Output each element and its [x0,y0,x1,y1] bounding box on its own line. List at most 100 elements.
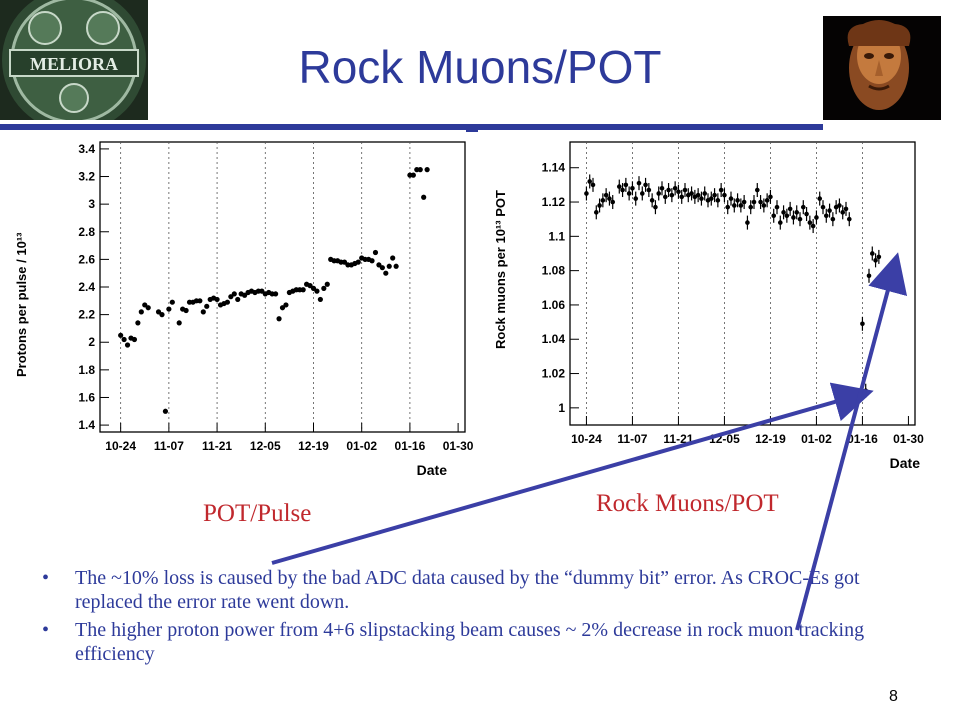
data-marker [689,191,694,196]
data-marker [695,192,701,198]
y-tick-label: 1.02 [542,367,566,381]
caption-rock-muons-pot: Rock Muons/POT [596,490,779,517]
data-marker [169,299,175,305]
data-marker [214,296,220,303]
data-point [424,167,430,173]
data-point [682,183,688,198]
data-marker [616,184,622,189]
data-point [610,195,616,210]
data-marker [145,305,151,311]
data-point [597,198,602,213]
data-marker [597,203,602,208]
data-marker [131,336,138,343]
data-marker [781,210,786,215]
data-point [810,219,816,234]
data-marker [603,192,609,198]
caption-pot-pulse: POT/Pulse [203,500,312,527]
data-marker [659,186,665,191]
data-marker [699,196,704,201]
data-marker [231,291,237,297]
x-tick-label: 01-16 [395,439,426,453]
x-tick-label: 12-19 [298,439,329,453]
data-point [630,181,635,196]
data-marker [738,203,744,208]
data-point [728,191,734,206]
data-marker [121,336,127,343]
data-point [169,299,175,305]
data-marker [200,309,206,315]
x-axis-label: Date [890,455,921,471]
plot-frame [99,141,466,433]
data-marker [379,265,385,271]
data-point [702,186,708,201]
data-point [197,298,203,304]
data-point [383,270,389,276]
data-marker [804,211,809,217]
data-marker [725,204,731,210]
data-point [840,205,846,220]
data-point [204,303,210,309]
data-marker [176,320,182,326]
x-tick-label: 01-30 [443,439,474,453]
data-marker [162,408,169,414]
data-marker [623,182,629,188]
slide-title: Rock Muons/POT [298,41,662,93]
data-marker [768,194,773,200]
data-marker [643,182,648,188]
x-tick-label: 12-05 [250,439,281,453]
data-marker [715,198,721,203]
data-marker [876,254,882,260]
data-marker [590,182,596,188]
y-tick-label: 3 [88,197,95,211]
data-marker [741,199,747,205]
data-point [587,174,593,189]
bullet-item: • The ~10% loss is caused by the bad ADC … [42,566,902,614]
data-point [787,201,793,216]
data-marker [784,213,790,219]
data-point [421,194,427,200]
data-marker [424,167,430,173]
data-point [712,188,717,203]
y-tick-label: 1.04 [542,332,566,346]
data-marker [764,198,770,203]
data-marker [273,291,279,297]
data-marker [860,321,865,327]
data-point [846,212,852,227]
data-marker [138,309,144,315]
data-marker [607,196,612,201]
data-point [145,305,151,311]
data-marker [593,210,599,215]
data-marker [393,263,399,269]
data-point [771,208,777,223]
data-marker [751,199,757,205]
data-point [764,193,770,208]
rock-muons-per-pot-chart: 1 1.02 1.04 1.06 1.08 1.1 1.12 1.14 10-24 11-07 1… [493,141,924,471]
data-point [843,201,849,216]
data-marker [722,192,727,198]
data-marker [679,194,685,200]
data-marker [810,223,816,229]
data-point [593,205,599,220]
data-marker [314,288,320,294]
y-tick-label: 1.14 [542,161,566,175]
data-marker [118,332,124,338]
data-marker [666,187,671,193]
data-marker [587,179,593,184]
x-tick-label: 10-24 [105,439,136,453]
data-point [754,183,760,198]
data-marker [283,302,289,308]
x-tick-label: 11-21 [663,432,693,446]
y-tick-label: 1.1 [548,229,565,243]
data-point [689,186,694,201]
data-marker [386,263,392,269]
x-tick-label: 12-05 [709,432,740,446]
data-point [807,215,813,230]
data-point [741,195,747,210]
data-point [768,189,773,204]
data-point [633,191,639,206]
data-marker [863,388,869,393]
y-tick-label: 2 [88,335,95,349]
y-axis-label: Protons per pulse / 10¹³ [14,232,29,377]
data-point [817,191,823,206]
data-marker [754,187,760,193]
